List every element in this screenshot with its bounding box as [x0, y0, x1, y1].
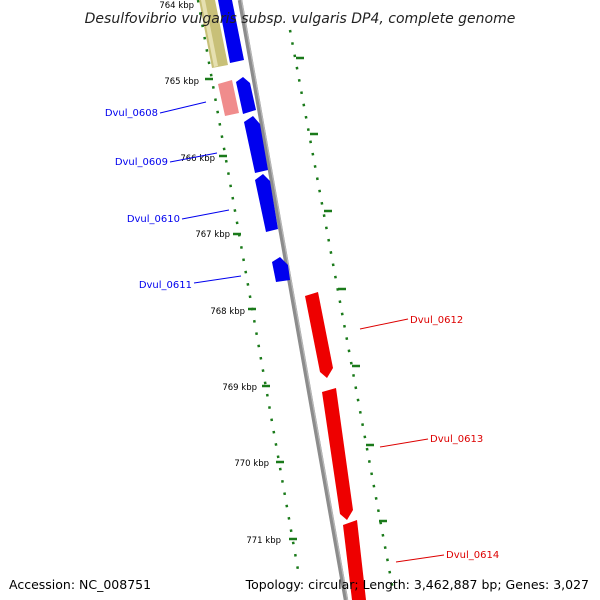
accession-text: Accession: NC_008751 — [9, 577, 152, 592]
leader-dvul-0611 — [193, 275, 242, 284]
feature-dvul-0614[interactable] — [343, 520, 366, 600]
genome-backbone — [237, 0, 349, 600]
feature-dvul-0613[interactable] — [322, 388, 353, 520]
tick-label: 768 kbp — [210, 307, 245, 317]
leader-dvul-0613 — [379, 438, 429, 448]
feature-dvul-0612[interactable] — [305, 292, 333, 378]
gene-label-dvul-0609[interactable]: Dvul_0609 — [115, 157, 168, 168]
gene-label-dvul-0611[interactable]: Dvul_0611 — [139, 280, 192, 291]
feature-dvul-0609[interactable] — [244, 116, 268, 173]
leader-dvul-0614 — [395, 554, 445, 563]
tick-label: 769 kbp — [222, 383, 257, 393]
map-title: Desulfovibrio vulgaris subsp. vulgaris D… — [85, 11, 516, 27]
gene-label-dvul-0610[interactable]: Dvul_0610 — [127, 214, 180, 225]
feature-dvul-0610[interactable] — [255, 174, 278, 232]
leader-dvul-0608 — [159, 101, 207, 114]
outer-ring-left — [196, 0, 300, 571]
leader-dvul-0612 — [359, 318, 409, 330]
gene-labels: Dvul_0608 Dvul_0609 Dvul_0610 Dvul_0611 … — [105, 108, 499, 561]
major-ticks — [201, 1, 387, 541]
feature-dvul-0608[interactable] — [218, 80, 239, 116]
feature-dvul-0608-forward[interactable] — [236, 77, 256, 114]
gene-label-dvul-0613[interactable]: Dvul_0613 — [430, 434, 483, 445]
gene-leaders — [159, 101, 445, 563]
tick-label: 767 kbp — [195, 230, 230, 240]
genome-backbone-highlight — [240, 0, 349, 600]
feature-dvul-0611[interactable] — [272, 257, 290, 282]
tick-label: 771 kbp — [246, 536, 281, 546]
feature-other-gene-highlight — [201, 0, 218, 67]
genome-summary-text: Topology: circular; Length: 3,462,887 bp… — [245, 577, 589, 592]
tick-label: 770 kbp — [234, 459, 269, 469]
feature-forward-gene[interactable] — [218, 0, 244, 63]
gene-label-dvul-0614[interactable]: Dvul_0614 — [446, 550, 499, 561]
leader-dvul-0609 — [169, 152, 218, 163]
tick-label: 764 kbp — [159, 1, 194, 11]
leader-dvul-0610 — [181, 209, 230, 220]
gene-label-dvul-0612[interactable]: Dvul_0612 — [410, 315, 463, 326]
tick-labels: 764 kbp 765 kbp 766 kbp 767 kbp 768 kbp … — [159, 1, 281, 546]
tick-label: 765 kbp — [164, 77, 199, 87]
gene-label-dvul-0608[interactable]: Dvul_0608 — [105, 108, 158, 119]
tick-label: 766 kbp — [180, 154, 215, 164]
